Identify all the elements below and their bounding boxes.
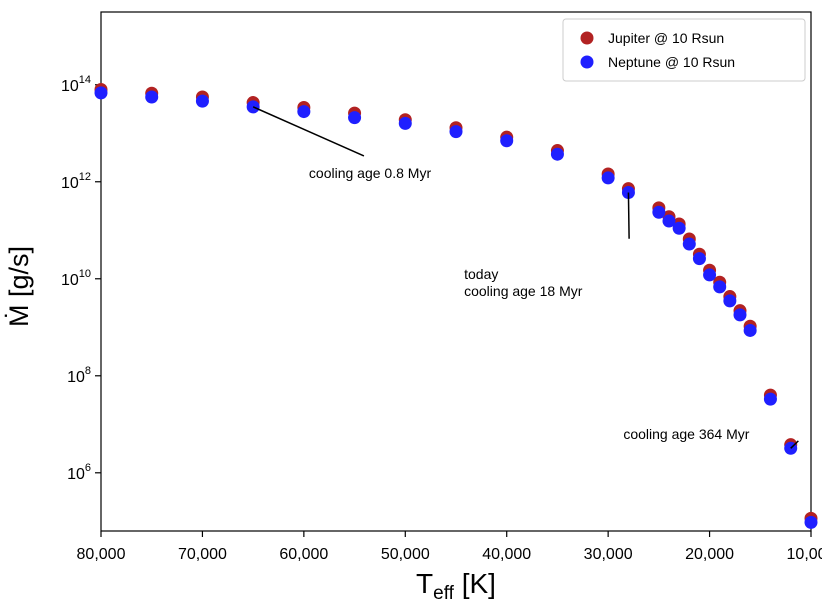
series-neptune — [94, 86, 818, 529]
data-point — [449, 125, 463, 139]
data-point — [733, 308, 747, 322]
x-axis-title-unit: [K] — [454, 568, 496, 599]
x-tick-label: 20,000 — [685, 546, 734, 563]
annotation-text: cooling age 364 Myr — [623, 426, 749, 442]
y-tick-base: 10 — [67, 369, 85, 386]
x-tick-label: 70,000 — [178, 546, 227, 563]
series-jupiter — [94, 82, 818, 525]
annotation-leader-line — [252, 106, 365, 157]
data-point — [723, 294, 737, 308]
data-point — [713, 280, 727, 294]
data-point — [662, 214, 676, 228]
annotation-1: cooling age 0.8 Myr — [252, 106, 432, 181]
annotation-leader-line — [627, 192, 630, 239]
y-tick-exponent: 12 — [79, 171, 91, 183]
y-tick-base: 10 — [67, 466, 85, 483]
x-axis-title-subscript: eff — [433, 583, 455, 601]
x-axis-title: Teff [K] — [416, 568, 496, 601]
legend-marker — [580, 31, 594, 45]
data-point — [682, 237, 696, 251]
y-tick-exponent: 6 — [85, 462, 91, 474]
plot-area — [100, 11, 812, 532]
data-point — [297, 105, 311, 119]
y-tick-exponent: 8 — [85, 365, 91, 377]
y-axis-title: Ṁ [g/s] — [3, 246, 34, 327]
annotation-3: cooling age 364 Myr — [623, 426, 799, 449]
legend: Jupiter @ 10 Rsun Neptune @ 10 Rsun — [562, 18, 806, 82]
x-tick-label: 40,000 — [482, 546, 531, 563]
y-tick-label: 1010 — [61, 268, 91, 289]
data-point — [94, 86, 108, 100]
data-point — [804, 515, 818, 529]
data-point — [692, 252, 706, 266]
y-tick-exponent: 14 — [79, 74, 91, 86]
y-tick-exponent: 10 — [79, 268, 91, 280]
data-point — [550, 147, 564, 161]
y-tick-label: 106 — [67, 462, 91, 483]
data-points — [94, 82, 818, 529]
data-point — [743, 323, 757, 337]
data-point — [500, 134, 514, 148]
data-point — [195, 94, 209, 108]
data-point — [703, 268, 717, 282]
axis-ticks: 80,000 70,000 60,000 50,000 40,000 30,000 20,0… — [61, 74, 822, 563]
data-point — [348, 111, 362, 125]
legend-label: Jupiter @ 10 Rsun — [608, 30, 724, 46]
data-point — [601, 171, 615, 185]
data-point — [652, 205, 666, 219]
legend-label: Neptune @ 10 Rsun — [608, 54, 735, 70]
y-tick-base: 10 — [61, 78, 79, 95]
x-tick-label: 30,000 — [584, 546, 633, 563]
data-point — [763, 392, 777, 406]
legend-box — [562, 18, 806, 82]
y-tick-label: 108 — [67, 365, 91, 386]
data-point — [145, 90, 159, 104]
x-tick-label: 50,000 — [381, 546, 430, 563]
data-point — [672, 221, 686, 235]
plot-frame — [100, 11, 812, 532]
y-tick-label: 1012 — [61, 171, 91, 192]
annotation-text: today — [464, 266, 498, 282]
legend-marker — [580, 55, 594, 69]
annotation-leader-line — [790, 440, 799, 449]
x-axis-title-main: T — [416, 568, 433, 599]
annotation-text: cooling age 0.8 Myr — [309, 165, 432, 181]
x-tick-label: 60,000 — [279, 546, 328, 563]
axis-titles: Teff [K] Ṁ [g/s] — [3, 246, 496, 601]
data-point — [398, 116, 412, 130]
x-tick-label: 80,000 — [77, 546, 126, 563]
y-tick-base: 10 — [61, 175, 79, 192]
annotation-text: cooling age 18 Myr — [464, 283, 583, 299]
x-tick-label: 10,000 — [787, 546, 822, 563]
y-tick-label: 1014 — [61, 74, 91, 95]
y-tick-base: 10 — [61, 272, 79, 289]
